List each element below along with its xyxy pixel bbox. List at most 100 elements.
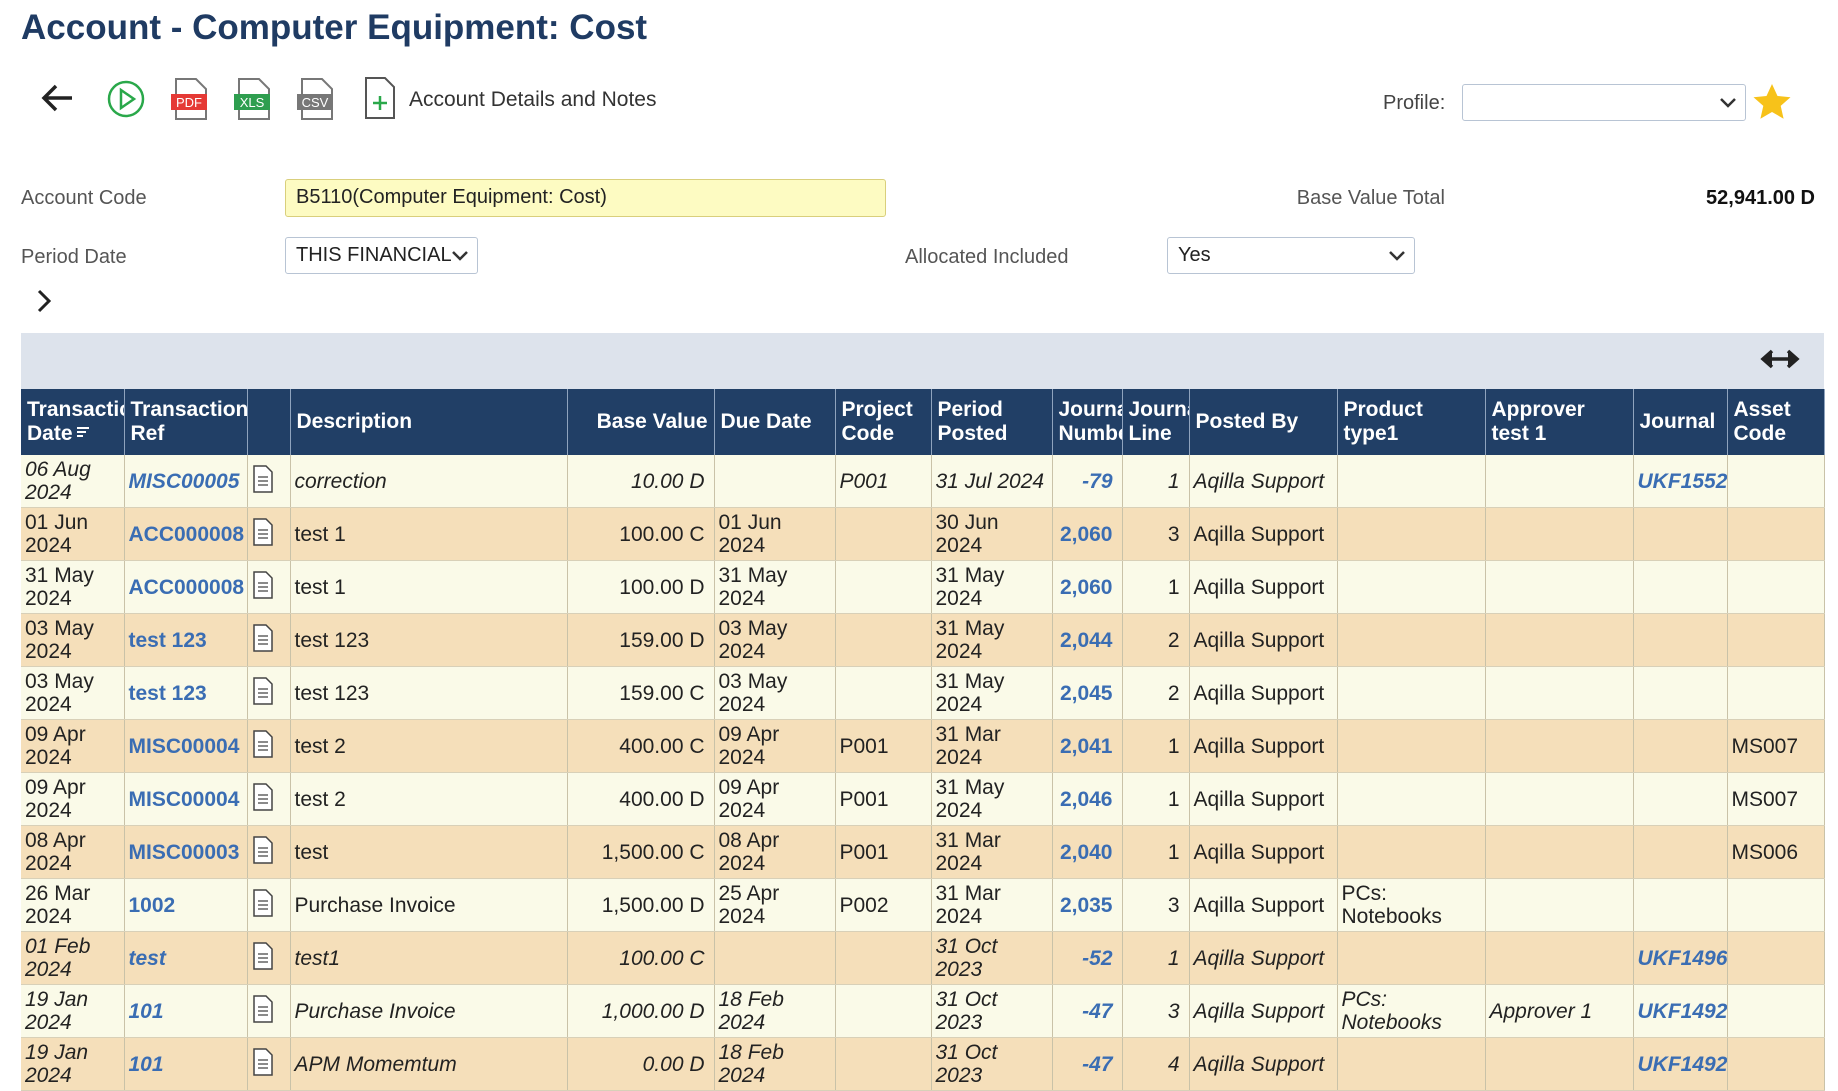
table-cell: 31 Mar 2024 [931,720,1052,773]
table-cell: 03 May 2024 [21,614,124,667]
base-value-total-label: Base Value Total [1297,187,1445,210]
table-cell: 03 May 2024 [714,667,835,720]
table-cell [1727,561,1824,614]
table-cell: -79 [1052,455,1122,508]
table-cell [1485,667,1633,720]
table-cell: 101 [124,985,247,1038]
table-cell: 2,040 [1052,826,1122,879]
table-cell: test 123 [290,667,567,720]
table-cell: 1 [1122,773,1189,826]
table-cell [1337,455,1485,508]
xls-button[interactable]: XLS [233,77,273,121]
document-icon[interactable] [252,571,274,599]
table-cell: 2 [1122,667,1189,720]
table-cell: Purchase Invoice [290,985,567,1038]
table-cell: 2,060 [1052,561,1122,614]
table-cell: 01 Feb 2024 [21,932,124,985]
table-cell [1633,720,1727,773]
table-cell [1485,879,1633,932]
document-icon[interactable] [252,624,274,652]
table-cell: test 123 [290,614,567,667]
table-cell [1485,561,1633,614]
table-cell: 18 Feb 2024 [714,985,835,1038]
document-icon[interactable] [252,1048,274,1076]
table-cell [1633,561,1727,614]
table-cell [1337,614,1485,667]
table-cell: 18 Feb 2024 [714,1038,835,1091]
favourite-star[interactable] [1752,82,1792,120]
table-cell: 101 [124,1038,247,1091]
document-icon-cell [247,720,290,773]
table-cell: Aqilla Support [1189,879,1337,932]
document-icon[interactable] [252,942,274,970]
document-icon[interactable] [252,836,274,864]
document-icon[interactable] [252,995,274,1023]
pdf-button[interactable]: PDF [170,77,210,121]
table-cell: 09 Apr 2024 [21,773,124,826]
table-cell: 31 May 2024 [714,561,835,614]
table-cell: test 2 [290,720,567,773]
document-icon[interactable] [252,730,274,758]
table-cell: 30 Jun 2024 [931,508,1052,561]
account-code-input[interactable]: B5110(Computer Equipment: Cost) [285,179,886,217]
pdf-label: PDF [176,95,202,110]
profile-select[interactable] [1462,84,1746,121]
table-cell: 01 Jun 2024 [714,508,835,561]
notes-icon[interactable] [363,76,397,120]
csv-button[interactable]: CSV [296,77,336,121]
document-icon[interactable] [252,465,274,493]
table-cell: P002 [835,879,931,932]
table-cell [1337,1038,1485,1091]
table-cell: 2 [1122,614,1189,667]
sort-icon[interactable] [76,426,90,440]
table-cell: PCs: Notebooks [1337,879,1485,932]
table-row: 26 Mar 20241002Purchase Invoice1,500.00 … [21,879,1824,932]
table-cell: ACC000008 [124,561,247,614]
table-cell: 2,045 [1052,667,1122,720]
back-button[interactable] [40,80,76,116]
document-icon-cell [247,773,290,826]
resize-columns[interactable] [1760,347,1800,371]
expand-filters[interactable] [34,288,54,314]
table-cell: Aqilla Support [1189,508,1337,561]
table-cell: MS007 [1727,773,1824,826]
document-icon[interactable] [252,889,274,917]
table-row: 01 Feb 2024testtest1100.00 C31 Oct 2023-… [21,932,1824,985]
table-cell: 2,044 [1052,614,1122,667]
column-header: Approver test 1 [1485,389,1633,455]
table-cell [714,455,835,508]
table-row: 09 Apr 2024MISC00004test 2400.00 D09 Apr… [21,773,1824,826]
document-icon-cell [247,455,290,508]
document-icon[interactable] [252,677,274,705]
table-cell: 31 Mar 2024 [931,826,1052,879]
table-cell [714,932,835,985]
document-icon[interactable] [252,518,274,546]
table-cell [835,508,931,561]
table-cell [835,667,931,720]
column-header: Asset Code [1727,389,1824,455]
table-cell: 08 Apr 2024 [21,826,124,879]
table-row: 09 Apr 2024MISC00004test 2400.00 C09 Apr… [21,720,1824,773]
document-icon-cell [247,508,290,561]
period-date-select[interactable]: THIS FINANCIAL [285,237,478,274]
table-cell [1727,985,1824,1038]
table-cell [1485,826,1633,879]
table-row: 08 Apr 2024MISC00003test1,500.00 C08 Apr… [21,826,1824,879]
run-button[interactable] [106,79,146,119]
table-cell: test [124,932,247,985]
table-cell: 31 Oct 2023 [931,985,1052,1038]
table-cell: UKF1492 [1633,1038,1727,1091]
column-header: Due Date [714,389,835,455]
table-cell: 19 Jan 2024 [21,985,124,1038]
table-cell: P001 [835,773,931,826]
table-cell: test 123 [124,614,247,667]
table-cell: Aqilla Support [1189,932,1337,985]
table-cell: ACC000008 [124,508,247,561]
document-icon[interactable] [252,783,274,811]
table-cell [1485,932,1633,985]
column-header: Base Value [567,389,714,455]
table-cell: UKF1496 [1633,932,1727,985]
table-cell [1485,455,1633,508]
allocated-select[interactable]: Yes [1167,237,1415,274]
account-details-link[interactable]: Account Details and Notes [409,88,656,112]
